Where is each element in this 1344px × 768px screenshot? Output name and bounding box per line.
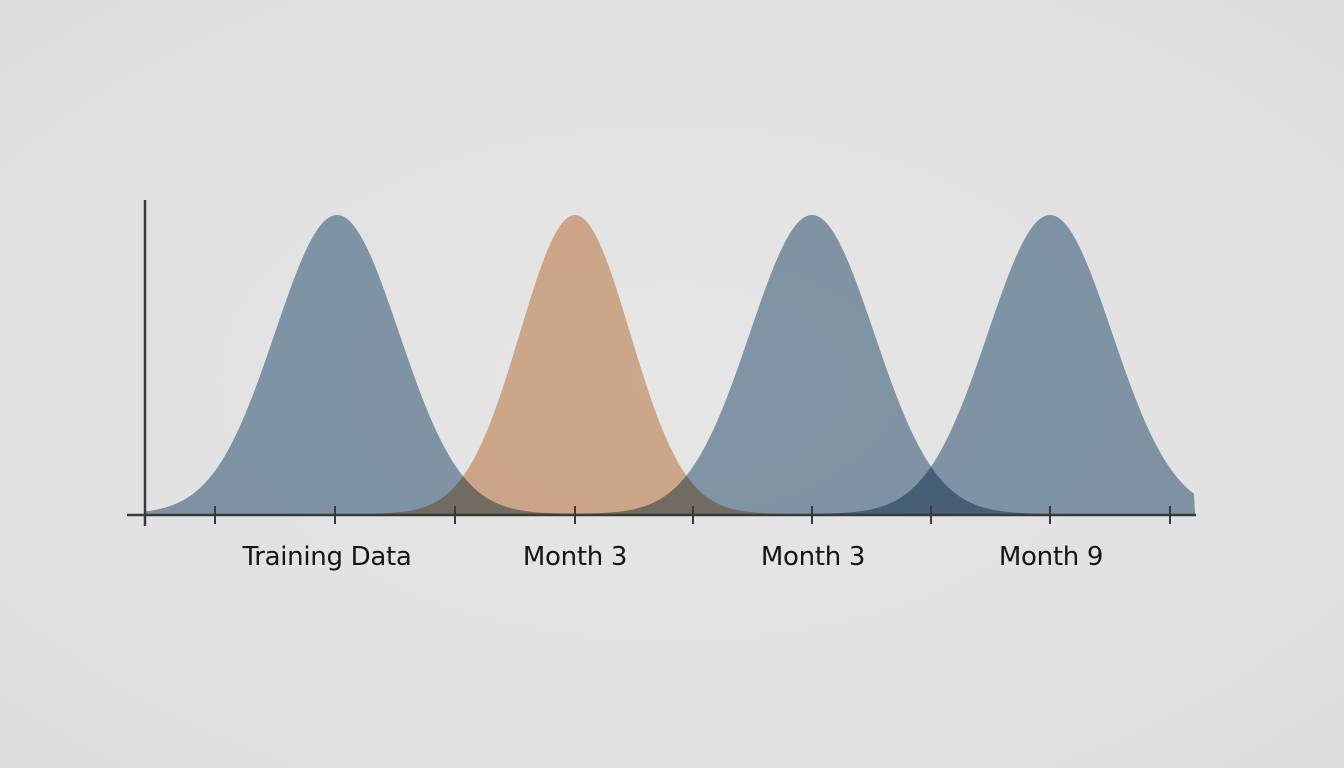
distribution-chart <box>0 0 1344 768</box>
x-label: Training Data <box>242 542 411 572</box>
distribution-curves <box>146 215 1195 514</box>
x-label: Month 3 <box>761 542 865 572</box>
x-label: Month 9 <box>999 542 1103 572</box>
x-label: Month 3 <box>523 542 627 572</box>
